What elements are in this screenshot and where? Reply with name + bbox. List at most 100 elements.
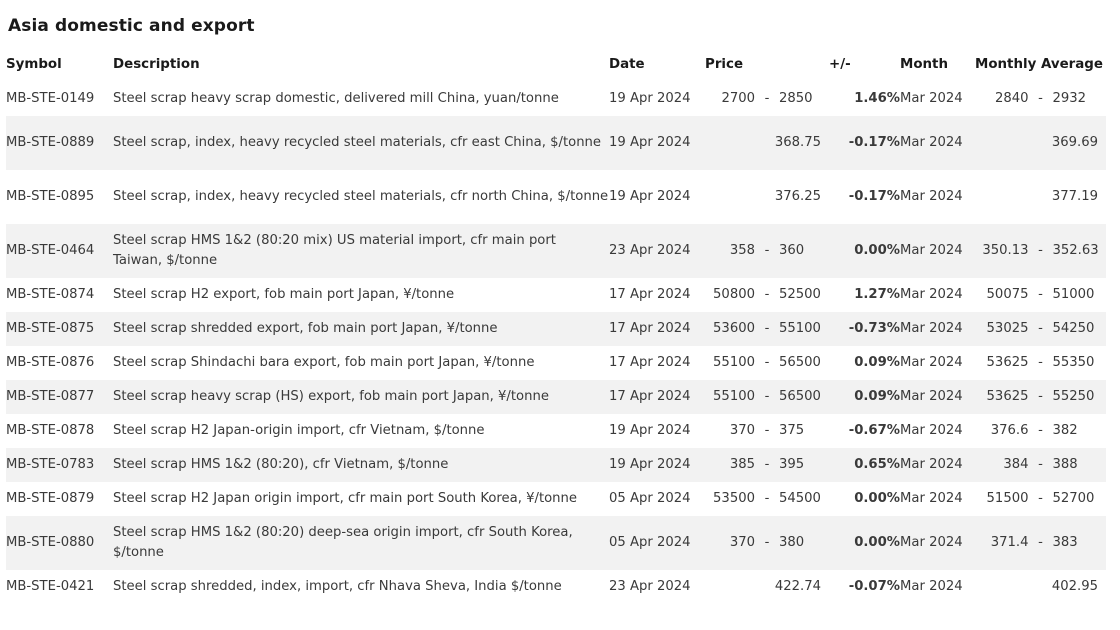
header-monthly-average[interactable]: Monthly Average bbox=[975, 56, 1103, 72]
table-row[interactable]: MB-STE-0421 Steel scrap shredded, index, … bbox=[6, 570, 1106, 604]
price-low: 2700 bbox=[721, 91, 755, 106]
table-row[interactable]: MB-STE-0464 Steel scrap HMS 1&2 (80:20 mi… bbox=[6, 224, 1106, 278]
symbol-cell: MB-STE-0879 bbox=[6, 491, 95, 506]
date-cell: 17 Apr 2024 bbox=[609, 355, 691, 370]
average-range: 371.4-383 bbox=[975, 533, 1106, 553]
price-cell: 53600-55100 bbox=[705, 312, 829, 346]
symbol-cell: MB-STE-0783 bbox=[6, 448, 113, 482]
price-value: 368.75 bbox=[774, 135, 821, 150]
month-cell: Mar 2024 bbox=[900, 448, 975, 482]
description-cell: Steel scrap heavy scrap (HS) export, fob… bbox=[113, 380, 609, 414]
average-low: 51500 bbox=[986, 491, 1029, 506]
price-cell: 55100-56500 bbox=[705, 346, 829, 380]
monthly-average-cell: 350.13-352.63 bbox=[975, 224, 1106, 278]
month-cell: Mar 2024 bbox=[900, 116, 975, 170]
header-row: Symbol Description Date Price +/- Month … bbox=[6, 46, 1106, 82]
price-high: 56500 bbox=[779, 355, 821, 370]
monthly-average-cell: 402.95 bbox=[975, 570, 1106, 604]
description-cell: Steel scrap H2 Japan origin import, cfr … bbox=[113, 491, 578, 506]
range-separator: - bbox=[1038, 287, 1043, 302]
header-change[interactable]: +/- bbox=[829, 56, 851, 72]
month-cell: Mar 2024 bbox=[900, 579, 963, 594]
description-cell: Steel scrap Shindachi bara export, fob m… bbox=[113, 355, 535, 370]
average-value: 402.95 bbox=[1051, 579, 1098, 594]
price-low: 358 bbox=[729, 243, 755, 258]
table-body: MB-STE-0149 Steel scrap heavy scrap domes… bbox=[6, 82, 1106, 604]
change-cell: 0.65% bbox=[829, 448, 900, 482]
monthly-average-cell: 2840-2932 bbox=[975, 82, 1106, 116]
header-price[interactable]: Price bbox=[705, 56, 744, 72]
table-row[interactable]: MB-STE-0876 Steel scrap Shindachi bara ex… bbox=[6, 346, 1106, 380]
table-row[interactable]: MB-STE-0889 Steel scrap, index, heavy rec… bbox=[6, 116, 1106, 170]
price-cell: 368.75 bbox=[705, 116, 829, 170]
header-symbol[interactable]: Symbol bbox=[6, 56, 62, 72]
price-cell: 370-380 bbox=[705, 516, 829, 570]
date-cell: 17 Apr 2024 bbox=[609, 287, 691, 302]
table-row[interactable]: MB-STE-0149 Steel scrap heavy scrap domes… bbox=[6, 82, 1106, 116]
price-low: 370 bbox=[729, 423, 755, 438]
range-separator: - bbox=[1038, 491, 1043, 506]
table-row[interactable]: MB-STE-0880 Steel scrap HMS 1&2 (80:20) d… bbox=[6, 516, 1106, 570]
average-range: 350.13-352.63 bbox=[975, 241, 1106, 261]
month-cell: Mar 2024 bbox=[900, 189, 963, 204]
average-high: 51000 bbox=[1052, 287, 1095, 302]
symbol-cell: MB-STE-0149 bbox=[6, 91, 95, 106]
table-row[interactable]: MB-STE-0875 Steel scrap shredded export, … bbox=[6, 312, 1106, 346]
date-cell: 19 Apr 2024 bbox=[609, 423, 691, 438]
description-cell: Steel scrap, index, heavy recycled steel… bbox=[113, 116, 609, 170]
average-range: 53625-55250 bbox=[975, 387, 1106, 407]
range-separator: - bbox=[764, 389, 770, 404]
header-date[interactable]: Date bbox=[609, 56, 645, 72]
symbol-cell: MB-STE-0421 bbox=[6, 579, 95, 594]
average-range: 384-388 bbox=[975, 455, 1106, 475]
average-high: 55350 bbox=[1052, 355, 1095, 370]
monthly-average-cell: 369.69 bbox=[975, 116, 1106, 170]
average-low: 350.13 bbox=[982, 243, 1029, 258]
price-range: 50800-52500 bbox=[705, 285, 829, 305]
range-separator: - bbox=[1038, 243, 1043, 258]
change-cell: 1.46% bbox=[854, 91, 900, 106]
monthly-average-cell: 53625-55350 bbox=[975, 346, 1106, 380]
range-separator: - bbox=[764, 287, 770, 302]
change-cell: -0.07% bbox=[848, 579, 900, 594]
description-cell: Steel scrap HMS 1&2 (80:20), cfr Vietnam… bbox=[113, 448, 609, 482]
symbol-cell: MB-STE-0895 bbox=[6, 189, 95, 204]
average-range: 53625-55350 bbox=[975, 353, 1106, 373]
average-high: 55250 bbox=[1052, 389, 1095, 404]
symbol-cell: MB-STE-0880 bbox=[6, 516, 113, 570]
change-cell: -0.17% bbox=[829, 116, 900, 170]
month-cell: Mar 2024 bbox=[900, 516, 975, 570]
table-row[interactable]: MB-STE-0874 Steel scrap H2 export, fob ma… bbox=[6, 278, 1106, 312]
table-row[interactable]: MB-STE-0783 Steel scrap HMS 1&2 (80:20), … bbox=[6, 448, 1106, 482]
header-month[interactable]: Month bbox=[900, 56, 948, 72]
range-separator: - bbox=[1038, 457, 1043, 472]
monthly-average-cell: 53025-54250 bbox=[975, 312, 1106, 346]
symbol-cell: MB-STE-0877 bbox=[6, 380, 113, 414]
monthly-average-cell: 376.6-382 bbox=[975, 414, 1106, 448]
description-cell: Steel scrap H2 export, fob main port Jap… bbox=[113, 287, 455, 302]
average-range: 53025-54250 bbox=[975, 319, 1106, 339]
date-cell: 05 Apr 2024 bbox=[609, 516, 705, 570]
table-row[interactable]: MB-STE-0878 Steel scrap H2 Japan-origin i… bbox=[6, 414, 1106, 448]
range-separator: - bbox=[1038, 355, 1043, 370]
symbol-cell: MB-STE-0878 bbox=[6, 423, 95, 438]
price-range: 55100-56500 bbox=[705, 353, 829, 373]
range-separator: - bbox=[764, 243, 770, 258]
monthly-average-cell: 53625-55250 bbox=[975, 380, 1106, 414]
date-cell: 19 Apr 2024 bbox=[609, 448, 705, 482]
header-description[interactable]: Description bbox=[113, 56, 200, 72]
table-row[interactable]: MB-STE-0895 Steel scrap, index, heavy rec… bbox=[6, 170, 1106, 224]
price-low: 50800 bbox=[713, 287, 755, 302]
average-high: 2932 bbox=[1052, 91, 1087, 106]
month-cell: Mar 2024 bbox=[900, 224, 975, 278]
price-low: 370 bbox=[729, 535, 755, 550]
table-row[interactable]: MB-STE-0879 Steel scrap H2 Japan origin i… bbox=[6, 482, 1106, 516]
price-range: 370-380 bbox=[705, 533, 829, 553]
description-cell: Steel scrap shredded, index, import, cfr… bbox=[113, 579, 562, 594]
average-high: 52700 bbox=[1052, 491, 1095, 506]
symbol-cell: MB-STE-0874 bbox=[6, 287, 95, 302]
monthly-average-cell: 371.4-383 bbox=[975, 516, 1106, 570]
table-row[interactable]: MB-STE-0877 Steel scrap heavy scrap (HS) … bbox=[6, 380, 1106, 414]
price-high: 2850 bbox=[779, 91, 813, 106]
month-cell: Mar 2024 bbox=[900, 91, 963, 106]
